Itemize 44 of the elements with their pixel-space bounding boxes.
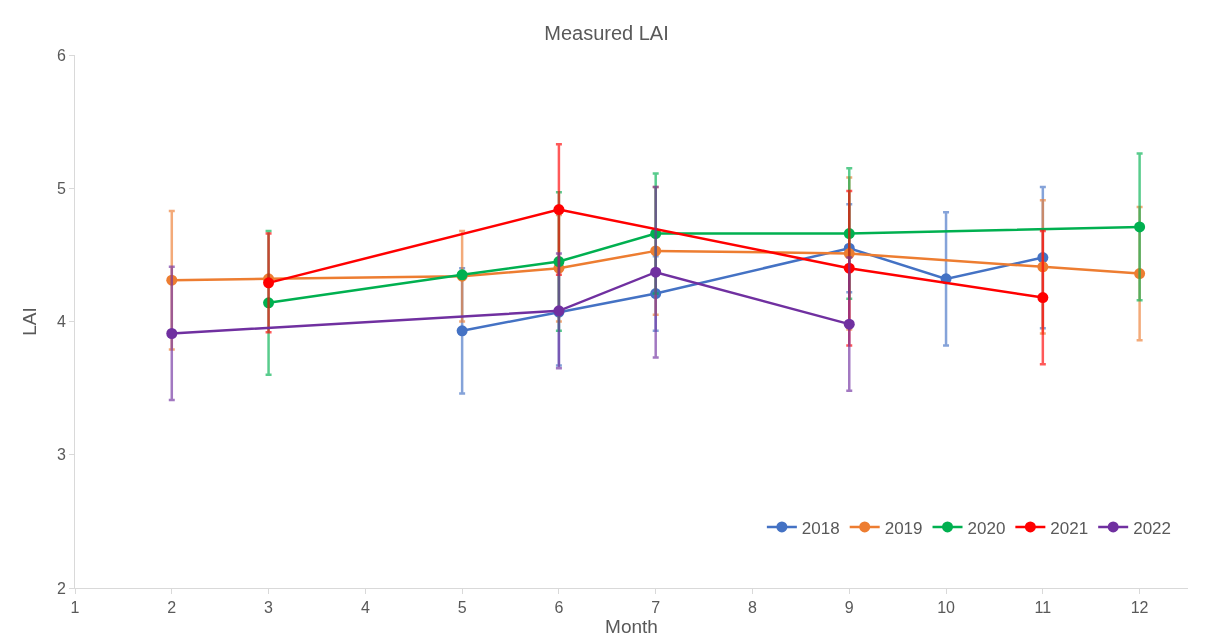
x-tick-label: 6 [554, 599, 564, 617]
point [263, 277, 275, 289]
x-tick-label: 12 [1130, 599, 1149, 617]
x-tick-label: 7 [651, 599, 661, 617]
y-tick-label: 6 [56, 46, 66, 64]
point [843, 248, 855, 260]
point [650, 266, 662, 278]
point [456, 325, 468, 337]
y-axis-title: LAI [18, 307, 40, 336]
point [650, 245, 662, 257]
x-tick-label: 10 [937, 599, 956, 617]
x-axis-title: Month [605, 616, 658, 638]
legend-label: 2018 [801, 518, 840, 538]
legend-label: 2020 [967, 518, 1006, 538]
point [1037, 292, 1049, 304]
x-tick-label: 11 [1034, 599, 1052, 617]
x-tick-label: 5 [457, 599, 467, 617]
point [1037, 252, 1049, 264]
point [166, 274, 178, 286]
y-tick-label: 4 [56, 313, 66, 331]
point [553, 204, 565, 216]
point [1134, 221, 1146, 233]
x-tick-label: 2 [167, 599, 177, 617]
point [166, 327, 178, 339]
x-tick-label: 9 [844, 599, 854, 617]
x-tick-label: 1 [70, 599, 80, 617]
y-tick-label: 3 [56, 446, 66, 464]
y-tick-label: 5 [56, 179, 66, 197]
point [843, 262, 855, 274]
point [843, 228, 855, 240]
y-tick-label: 2 [56, 579, 66, 597]
legend-label: 2019 [884, 518, 923, 538]
point [1134, 268, 1146, 280]
point [1037, 261, 1049, 273]
x-tick-label: 8 [748, 599, 758, 617]
point [263, 297, 275, 309]
legend-label: 2021 [1050, 518, 1089, 538]
point [553, 256, 565, 268]
legend-label: 2022 [1133, 518, 1172, 538]
x-tick-label: 4 [360, 599, 370, 617]
x-tick-label: 3 [264, 599, 274, 617]
point [650, 288, 662, 300]
point [843, 318, 855, 330]
chart-title: Measured LAI [544, 21, 669, 44]
